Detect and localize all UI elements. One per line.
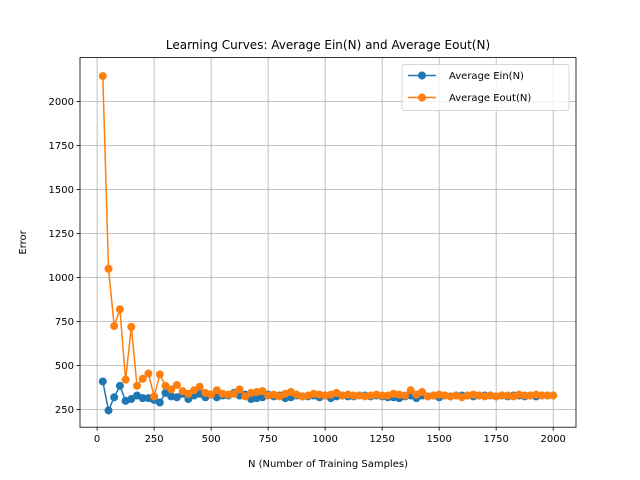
plot-frame: [79, 57, 577, 428]
data-point-ein: [155, 398, 164, 407]
data-point-eout: [184, 389, 193, 398]
series-eout: [98, 72, 558, 402]
y-tick-label: 750: [55, 317, 74, 328]
data-point-eout: [537, 391, 546, 400]
data-point-eout: [133, 381, 142, 390]
legend-label-eout: Average Eout(N): [449, 93, 531, 104]
data-point-ein: [138, 394, 147, 403]
data-point-eout: [418, 388, 427, 396]
y-tick-label: 500: [55, 361, 74, 372]
chart-title: Learning Curves: Average Ein(N) and Aver…: [166, 38, 490, 52]
data-point-eout: [543, 391, 552, 400]
y-tick-label: 1500: [49, 185, 74, 196]
x-tick-label: 250: [145, 434, 164, 445]
data-point-eout: [258, 387, 267, 396]
data-point-eout: [549, 391, 558, 400]
data-point-eout: [378, 391, 387, 400]
data-point-eout: [235, 385, 244, 394]
data-point-eout: [98, 72, 107, 81]
legend: Average Ein(N) Average Eout(N): [401, 64, 570, 111]
grid-layer: [80, 57, 576, 428]
y-tick-label: 250: [55, 405, 74, 416]
data-point-ein: [104, 406, 113, 415]
x-axis-label: N (Number of Training Samples): [248, 459, 408, 470]
data-point-ein: [127, 395, 136, 404]
data-point-eout: [241, 392, 250, 401]
legend-marker-ein: [418, 71, 426, 80]
data-point-eout: [115, 305, 124, 314]
data-point-ein: [115, 381, 124, 390]
x-tick-label: 500: [202, 434, 221, 445]
data-point-eout: [121, 375, 130, 384]
ticks-layer: 0 250 500 750 1000 1250 1500 1750 2000 250 500 750 1…: [49, 97, 566, 445]
y-tick-label: 1000: [49, 273, 74, 284]
x-tick-label: 750: [259, 434, 278, 445]
data-point-eout: [195, 382, 204, 391]
y-tick-label: 2000: [49, 97, 74, 108]
data-point-eout: [400, 391, 409, 400]
y-tick-label: 1250: [49, 229, 74, 240]
data-point-eout: [167, 385, 176, 394]
x-tick-label: 1750: [483, 434, 508, 445]
data-point-eout: [110, 322, 119, 330]
data-point-eout: [229, 389, 238, 398]
legend-label-ein: Average Ein(N): [449, 71, 524, 82]
x-tick-label: 1000: [312, 434, 337, 445]
x-tick-label: 1500: [426, 434, 451, 445]
data-point-eout: [520, 391, 529, 400]
data-point-eout: [161, 381, 170, 390]
data-point-eout: [138, 374, 147, 383]
data-point-eout: [127, 322, 136, 331]
y-axis-label: Error: [18, 229, 29, 254]
data-point-eout: [190, 386, 199, 395]
data-point-ein: [98, 377, 107, 386]
x-tick-label: 1250: [369, 434, 394, 445]
data-point-ein: [110, 393, 119, 402]
data-point-eout: [104, 264, 113, 273]
data-point-ein: [172, 393, 181, 402]
data-point-ein: [161, 388, 170, 397]
x-tick-label: 2000: [540, 434, 565, 445]
legend-marker-eout: [418, 93, 426, 102]
data-point-eout: [144, 369, 153, 378]
series-layer: [98, 72, 558, 415]
data-point-eout: [406, 386, 415, 395]
x-tick-label: 0: [94, 434, 100, 445]
y-tick-label: 1750: [49, 141, 74, 152]
data-point-eout: [497, 391, 506, 400]
data-point-eout: [150, 392, 159, 401]
data-point-eout: [349, 391, 358, 400]
data-point-eout: [172, 380, 181, 389]
data-point-eout: [207, 390, 216, 399]
data-point-eout: [155, 370, 164, 379]
data-point-eout: [212, 386, 221, 395]
legend-box: [401, 64, 570, 111]
